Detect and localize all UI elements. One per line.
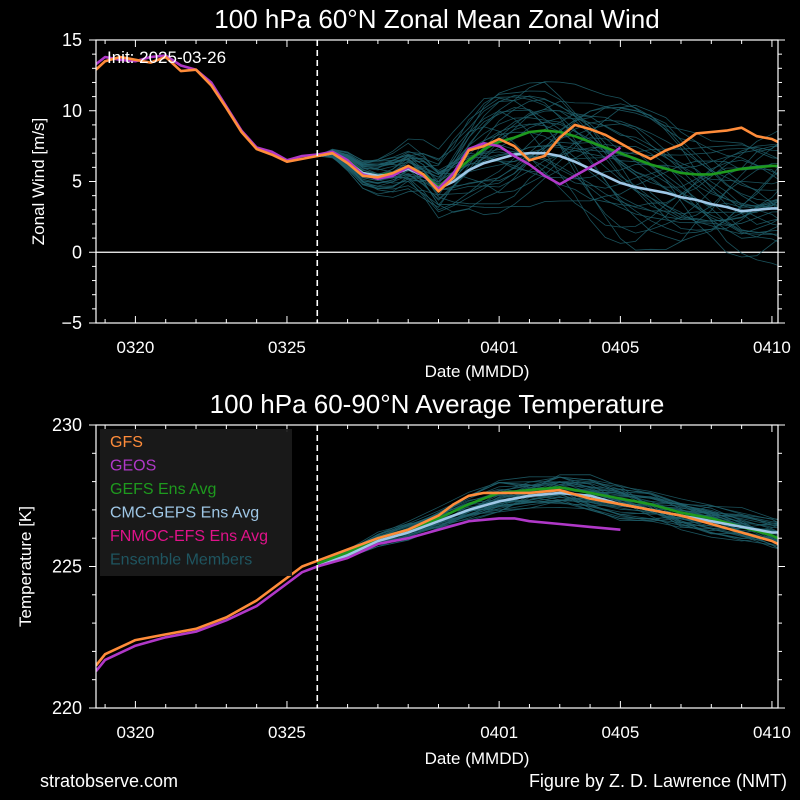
ensemble-member-line (317, 104, 778, 219)
ensemble-member-line (317, 110, 778, 219)
ensemble-member-line (317, 90, 778, 223)
x-tick-label: 0325 (268, 723, 306, 742)
init-annotation: Init: 2025-03-26 (107, 48, 226, 67)
y-tick-label: 220 (52, 698, 82, 718)
ensemble-member-line (317, 494, 778, 565)
chart-title: 100 hPa 60-90°N Average Temperature (210, 389, 665, 419)
x-axis-label: Date (MMDD) (425, 362, 530, 381)
ensemble-member-line (317, 107, 778, 234)
ensemble-member-line (317, 103, 778, 209)
plot-area (96, 54, 778, 266)
chart-title: 100 hPa 60°N Zonal Mean Zonal Wind (214, 4, 659, 34)
y-tick-label: 0 (72, 242, 82, 262)
y-tick-label: 230 (52, 415, 82, 435)
chart-panel-1: 100 hPa 60°N Zonal Mean Zonal Wind 0320 03… (29, 4, 791, 381)
ensemble-member-line (317, 123, 778, 191)
series-line-geos (96, 54, 622, 190)
y-axis-label: Zonal Wind [m/s] (29, 118, 48, 246)
legend: GFS GEOS GEFS Ens Avg CMC-GEPS Ens Avg FNMOC… (100, 429, 292, 576)
y-tick-label: 5 (72, 172, 82, 192)
ensemble-member-line (317, 143, 778, 266)
ensemble-member-line (317, 474, 778, 565)
legend-entry: FNMOC-EFS Ens Avg (110, 528, 268, 545)
y-tick-label: 10 (62, 101, 82, 121)
y-tick-label: 15 (62, 30, 82, 50)
x-tick-label: 0410 (753, 723, 791, 742)
ensemble-member-line (317, 97, 778, 234)
series-line-cmc-geps-ens-avg (316, 491, 778, 568)
legend-entry: Ensemble Members (110, 552, 252, 569)
x-tick-label: 0320 (116, 338, 154, 357)
ensemble-member-line (317, 99, 778, 221)
x-tick-label: 0401 (480, 338, 518, 357)
legend-entry: GFS (110, 434, 143, 451)
x-tick-label: 0410 (753, 338, 791, 357)
ensemble-member-line (317, 141, 778, 243)
y-axis-label: Temperature [K] (16, 506, 35, 627)
legend-entry: CMC-GEPS Ens Avg (110, 505, 259, 522)
plot-area (96, 474, 778, 673)
x-tick-label: 0325 (268, 338, 306, 357)
series-line-gfs (96, 55, 778, 193)
footer-credit: Figure by Z. D. Lawrence (NMT) (528, 771, 787, 791)
ensemble-member-line (317, 100, 778, 206)
y-tick-label: 225 (52, 557, 82, 577)
legend-entry: GEOS (110, 458, 156, 475)
x-tick-label: 0401 (480, 723, 518, 742)
ensemble-member-line (317, 152, 778, 234)
series-line-gfs (96, 488, 778, 667)
footer-source: stratobserve.com (40, 771, 179, 791)
y-tick-label: −5 (61, 313, 82, 333)
x-tick-label: 0405 (601, 723, 639, 742)
x-tick-label: 0320 (116, 723, 154, 742)
ensemble-member-line (317, 121, 778, 235)
x-tick-label: 0405 (601, 338, 639, 357)
ensemble-member-line (317, 149, 778, 226)
ensemble-member-line (317, 110, 778, 244)
series-line-geos (96, 517, 621, 673)
ensemble-member-line (317, 149, 778, 215)
x-axis-label: Date (MMDD) (425, 749, 530, 768)
legend-entry: GEFS Ens Avg (110, 481, 216, 498)
legend-box (100, 429, 292, 576)
ensemble-member-line (317, 107, 778, 225)
chart-panel-2: 100 hPa 60-90°N Average Temperature 0320 0… (16, 389, 791, 768)
